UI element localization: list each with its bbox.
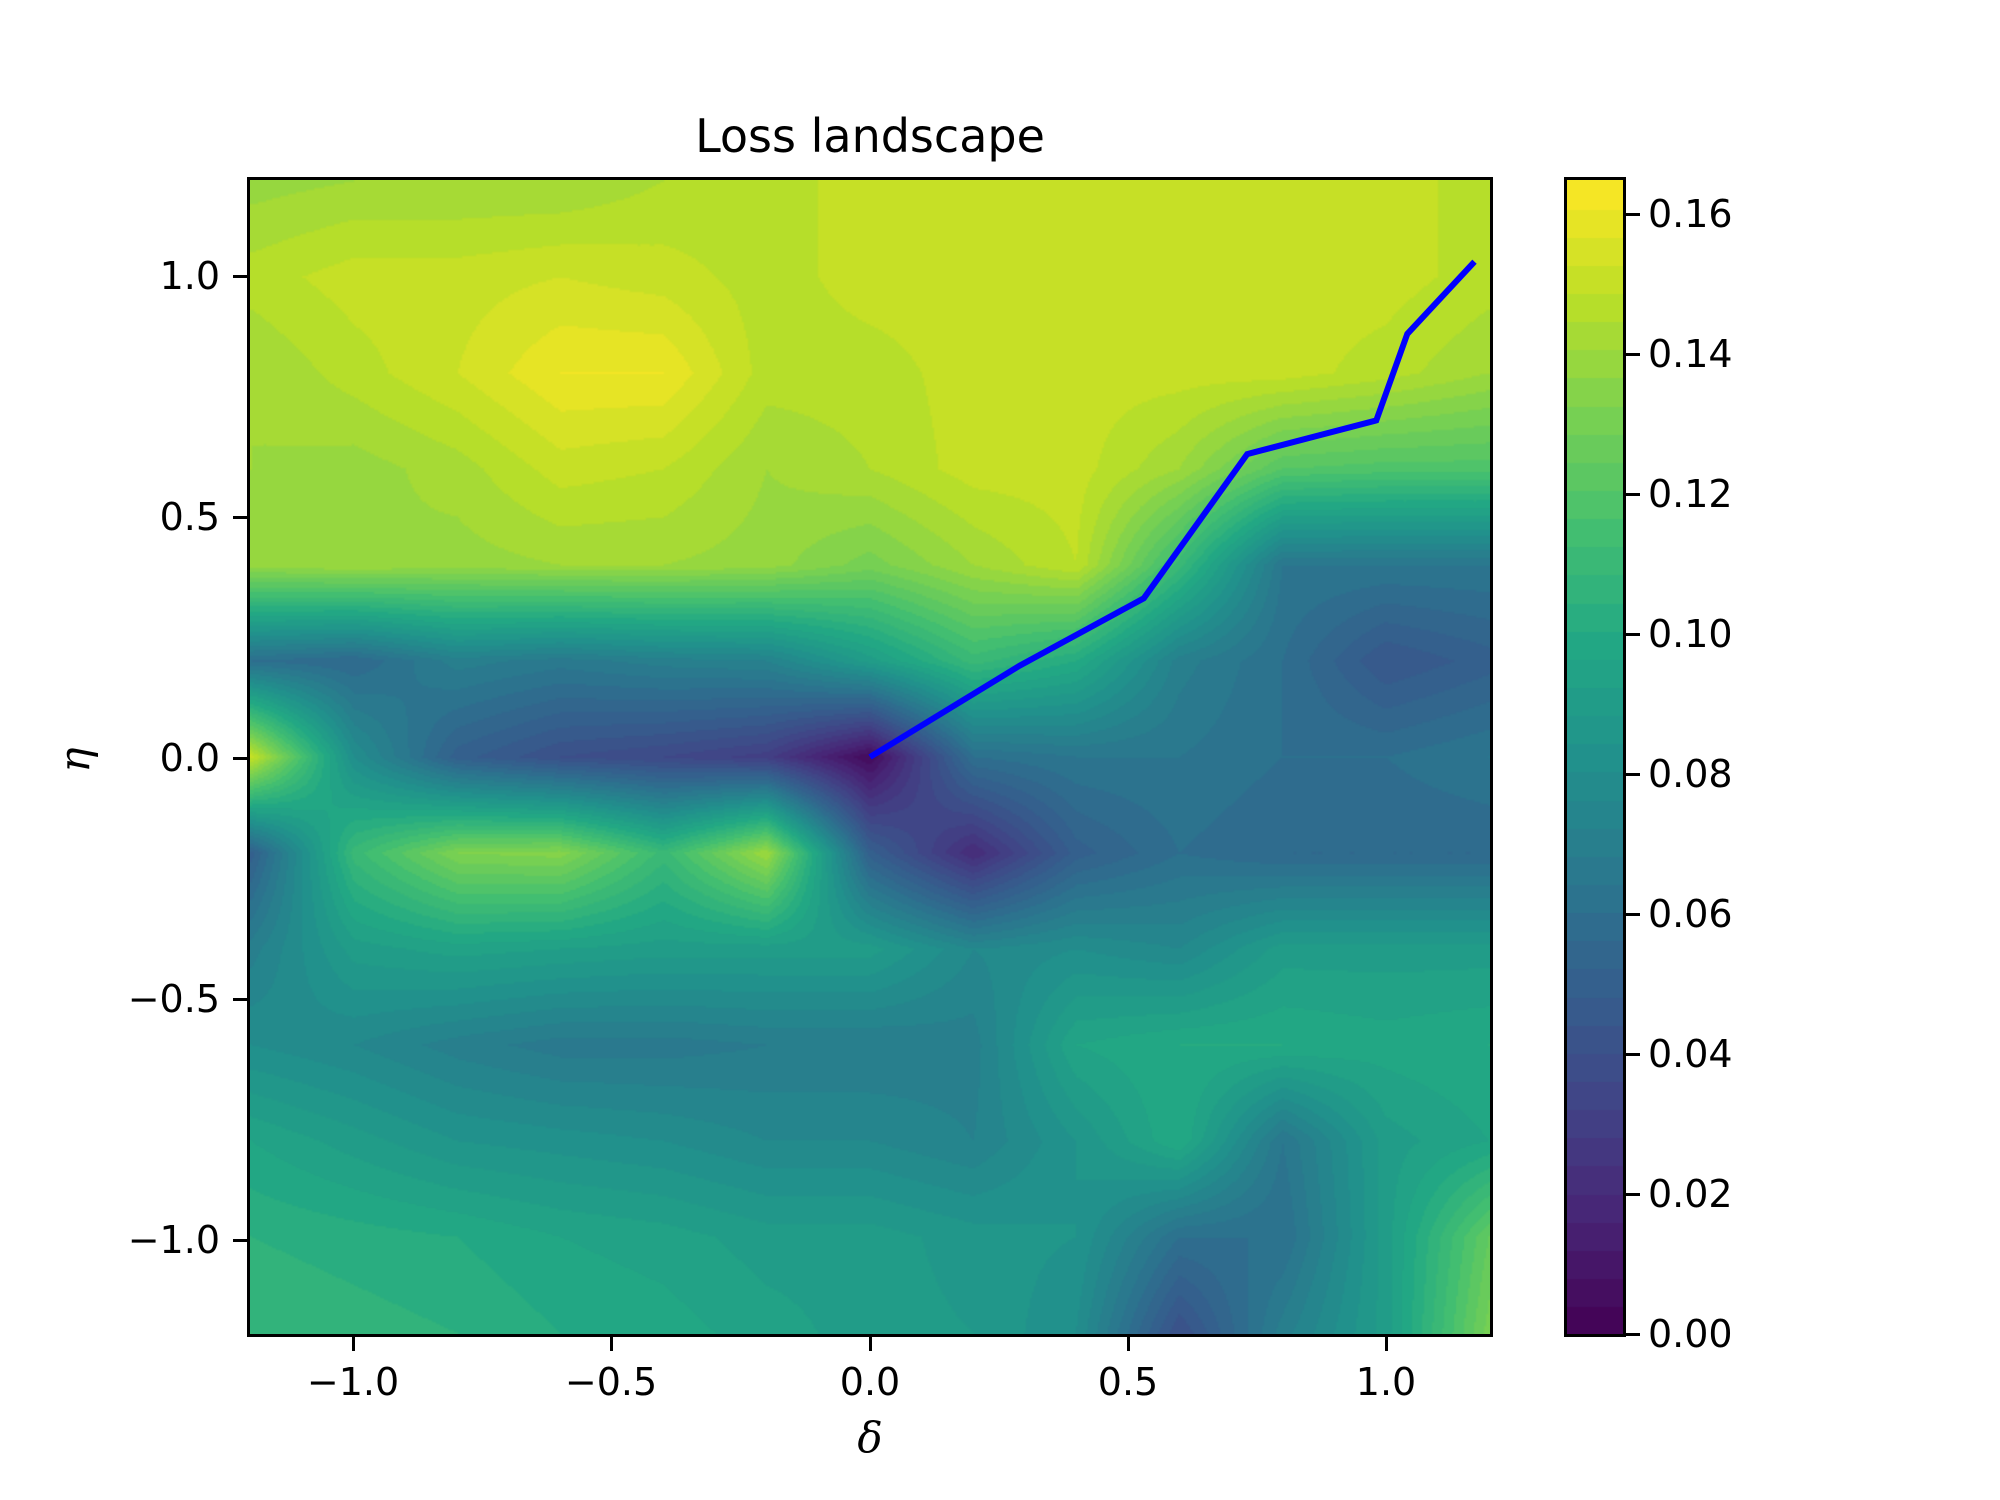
y-tick [233, 757, 247, 760]
x-tick-label: 0.5 [1097, 1360, 1159, 1404]
x-tick-label: 1.0 [1355, 1360, 1417, 1404]
colorbar-tick [1626, 912, 1640, 916]
colorbar-gradient [1567, 180, 1623, 1334]
colorbar-tick-label: 0.16 [1648, 191, 1733, 236]
x-tick-label: −0.5 [564, 1360, 658, 1404]
x-tick-label: 0.0 [839, 1360, 901, 1404]
y-tick-label: 1.0 [159, 254, 220, 298]
colorbar-tick [1626, 632, 1640, 636]
x-tick [1385, 1337, 1388, 1351]
trajectory-line [868, 259, 1477, 760]
colorbar-tick-label: 0.04 [1648, 1031, 1733, 1076]
x-tick-label: −1.0 [306, 1360, 400, 1404]
colorbar-tick [1626, 1192, 1640, 1196]
y-tick-label: −1.0 [127, 1218, 220, 1262]
colorbar-tick-label: 0.12 [1648, 471, 1733, 516]
colorbar-tick-label: 0.02 [1648, 1171, 1733, 1216]
y-tick-label: −0.5 [127, 977, 220, 1021]
x-axis-label: δ [857, 1413, 883, 1462]
colorbar-tick-label: 0.00 [1648, 1312, 1733, 1356]
colorbar-tick [1626, 492, 1640, 496]
y-tick [233, 275, 247, 278]
y-tick [233, 998, 247, 1001]
colorbar-tick [1626, 212, 1640, 216]
colorbar [1564, 177, 1626, 1337]
colorbar-tick-label: 0.06 [1648, 891, 1733, 936]
plot-area [247, 177, 1493, 1337]
x-tick [610, 1337, 613, 1351]
x-tick [1127, 1337, 1130, 1351]
colorbar-tick-label: 0.08 [1648, 751, 1733, 796]
chart-title: Loss landscape [695, 109, 1045, 163]
y-tick [233, 1239, 247, 1242]
colorbar-tick [1626, 1052, 1640, 1056]
colorbar-tick-label: 0.14 [1648, 331, 1733, 376]
colorbar-tick-label: 0.10 [1648, 611, 1733, 656]
y-axis-label: η [50, 747, 99, 773]
colorbar-tick [1626, 772, 1640, 776]
y-tick-label: 0.5 [159, 495, 220, 539]
colorbar-tick [1626, 1333, 1640, 1336]
y-tick-label: 0.0 [159, 736, 220, 780]
y-tick [233, 516, 247, 519]
x-tick [352, 1337, 355, 1351]
x-tick [869, 1337, 872, 1351]
colorbar-tick [1626, 352, 1640, 356]
